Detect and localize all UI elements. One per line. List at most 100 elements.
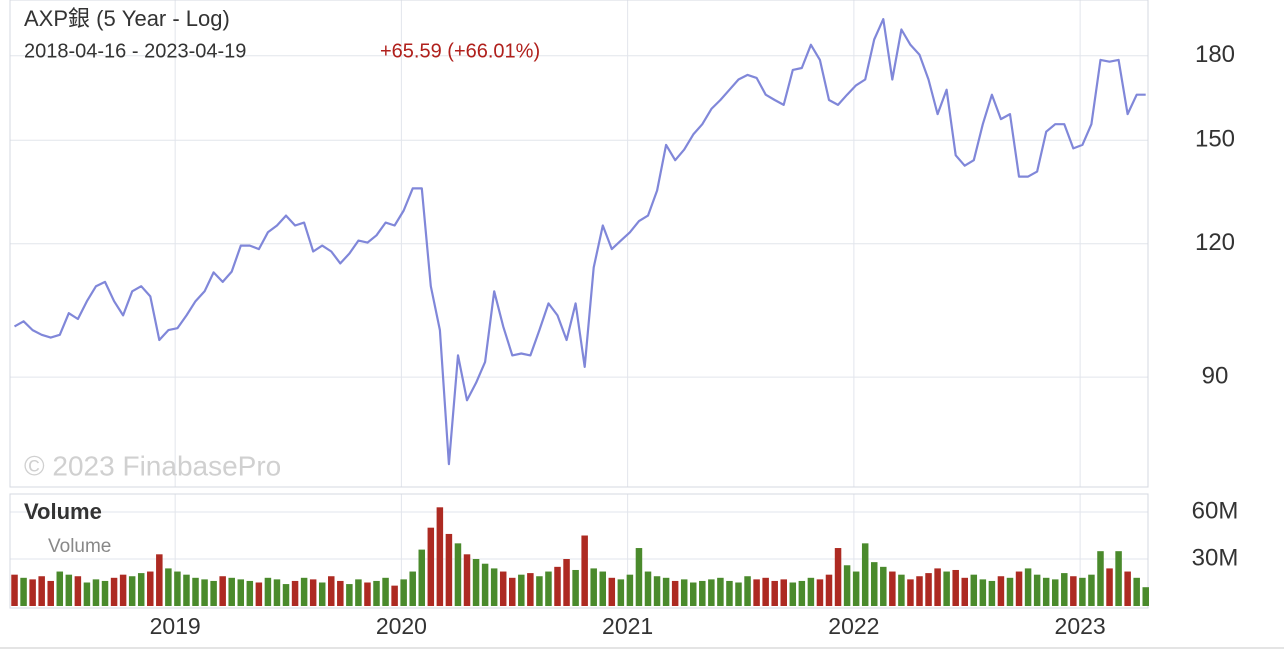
volume-bar bbox=[101, 580, 109, 606]
volume-bar bbox=[291, 580, 299, 606]
volume-bar bbox=[219, 576, 226, 606]
x-tick-label: 2021 bbox=[602, 613, 653, 639]
volume-bar bbox=[726, 580, 733, 606]
volume-bar bbox=[988, 580, 996, 606]
volume-bar bbox=[373, 580, 380, 606]
volume-bar bbox=[852, 571, 860, 606]
volume-bar bbox=[581, 535, 588, 606]
volume-bar bbox=[843, 565, 851, 606]
chart-title: AXP銀 (5 Year - Log) bbox=[24, 6, 230, 31]
volume-bar bbox=[490, 568, 498, 606]
volume-bar bbox=[192, 577, 199, 606]
volume-bar bbox=[762, 577, 769, 606]
volume-bar bbox=[943, 571, 950, 606]
volume-bar bbox=[798, 580, 806, 606]
x-tick-label: 2019 bbox=[150, 613, 201, 639]
volume-bar bbox=[165, 568, 172, 606]
volume-bar bbox=[1024, 568, 1032, 606]
volume-bar bbox=[1006, 577, 1014, 606]
volume-bar bbox=[536, 576, 543, 606]
volume-bar bbox=[563, 559, 570, 606]
volume-bar bbox=[1115, 551, 1122, 606]
volume-bar bbox=[391, 585, 398, 606]
volume-bar bbox=[1051, 579, 1059, 606]
volume-bar bbox=[74, 576, 82, 606]
volume-bar bbox=[1097, 551, 1104, 606]
chart-subtitle: 2018-04-16 - 2023-04-19 bbox=[24, 40, 246, 62]
volume-title: Volume bbox=[24, 499, 102, 524]
volume-bar bbox=[771, 580, 778, 606]
volume-bar bbox=[834, 548, 842, 606]
volume-bar bbox=[56, 571, 64, 606]
volume-bar bbox=[572, 569, 579, 606]
volume-panel bbox=[9, 493, 1149, 609]
volume-bar bbox=[807, 577, 815, 606]
volume-bar bbox=[1061, 573, 1068, 606]
volume-bar bbox=[671, 580, 679, 606]
volume-bar bbox=[174, 571, 181, 606]
volume-bar bbox=[400, 579, 407, 606]
volume-bar bbox=[753, 579, 760, 606]
volume-bar bbox=[626, 574, 634, 606]
volume-bar bbox=[119, 574, 127, 606]
volume-bar bbox=[608, 577, 616, 606]
volume-bar bbox=[92, 579, 100, 606]
volume-bar bbox=[264, 577, 272, 606]
volume-bar bbox=[870, 562, 878, 606]
volume-bar bbox=[880, 566, 887, 606]
volume-bar bbox=[346, 584, 353, 606]
volume-bar bbox=[1088, 574, 1095, 606]
legend-entry: Volume bbox=[48, 536, 111, 557]
volume-bar bbox=[680, 579, 688, 606]
price-line bbox=[13, 18, 1146, 466]
volume-bar bbox=[644, 571, 652, 606]
volume-bar bbox=[979, 579, 987, 606]
volume-bar bbox=[554, 566, 561, 606]
y-tick-label: 150 bbox=[1195, 126, 1235, 153]
y-tick-label: 120 bbox=[1195, 229, 1235, 256]
volume-bar bbox=[328, 576, 335, 606]
volume-bar bbox=[907, 579, 914, 606]
volume-bar bbox=[255, 582, 263, 606]
volume-bar bbox=[364, 582, 371, 606]
volume-bar bbox=[1033, 574, 1041, 606]
price-change: +65.59 (+66.01%) bbox=[380, 40, 540, 62]
volume-bar bbox=[110, 577, 118, 606]
volume-bar bbox=[183, 574, 190, 606]
volume-bar bbox=[961, 577, 968, 606]
volume-bar bbox=[1106, 568, 1113, 606]
volume-bar bbox=[137, 573, 145, 606]
volume-bar bbox=[436, 507, 444, 606]
volume-bar bbox=[699, 580, 706, 606]
volume-bar bbox=[1015, 571, 1023, 606]
volume-bar bbox=[355, 579, 362, 606]
volume-bar bbox=[472, 559, 480, 606]
volume-bar bbox=[128, 576, 136, 606]
volume-bar bbox=[509, 577, 516, 606]
volume-bar bbox=[309, 579, 317, 606]
volume-bar bbox=[156, 554, 163, 606]
volume-bar bbox=[527, 573, 534, 606]
volume-bar bbox=[445, 533, 453, 606]
y-tick-label: 30M bbox=[1192, 544, 1239, 571]
volume-bar bbox=[653, 576, 661, 606]
volume-bar bbox=[970, 574, 978, 606]
volume-bar bbox=[780, 579, 787, 606]
volume-bar bbox=[861, 543, 869, 606]
volume-bar bbox=[273, 579, 281, 606]
volume-bar bbox=[825, 574, 833, 606]
volume-bar bbox=[898, 574, 905, 606]
volume-bar bbox=[934, 568, 941, 606]
volume-bar bbox=[952, 569, 959, 606]
volume-bar bbox=[38, 576, 45, 606]
volume-bar bbox=[418, 549, 426, 606]
volume-bar bbox=[427, 527, 435, 606]
volume-bar bbox=[499, 571, 507, 606]
volume-bar bbox=[617, 579, 625, 606]
volume-bar bbox=[20, 577, 27, 606]
x-tick-label: 2023 bbox=[1055, 613, 1106, 639]
volume-bar bbox=[228, 577, 235, 606]
volume-bar bbox=[635, 548, 643, 606]
